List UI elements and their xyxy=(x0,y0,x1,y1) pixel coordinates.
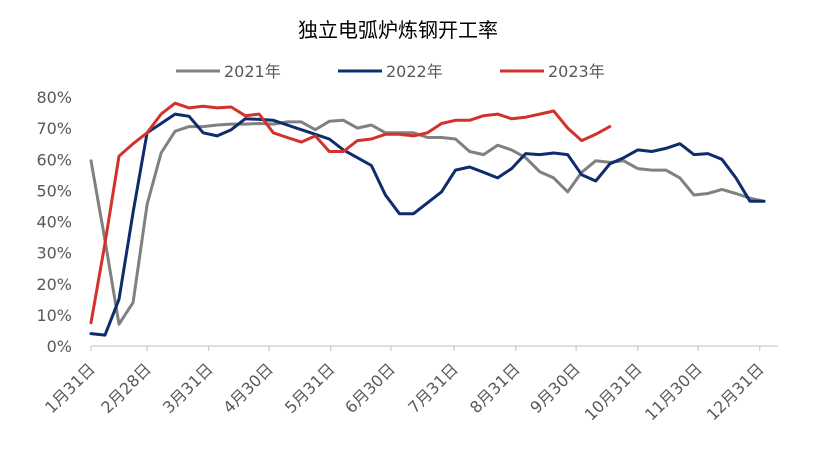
x-tick-label: 7月31日 xyxy=(404,359,462,417)
y-tick-label: 50% xyxy=(36,181,72,200)
y-tick-label: 40% xyxy=(36,213,72,232)
chart-title: 独立电弧炉炼钢开工率 xyxy=(298,18,498,42)
legend-label: 2023年 xyxy=(548,62,605,81)
series-lines xyxy=(89,101,766,337)
x-tick-label: 5月31日 xyxy=(281,359,339,417)
y-axis: 0% 10% 20% 30% 40% 50% 60% 70% 80% xyxy=(36,88,72,356)
legend: 2021年 2022年 2023年 xyxy=(176,62,605,81)
x-tick-label: 8月31日 xyxy=(466,359,524,417)
y-tick-label: 80% xyxy=(36,88,72,107)
x-tick-label: 3月31日 xyxy=(159,359,217,417)
x-tick-label: 12月31日 xyxy=(703,359,768,424)
x-tick-label: 4月30日 xyxy=(219,359,277,417)
series-line-1 xyxy=(89,118,766,326)
y-tick-label: 70% xyxy=(36,119,72,138)
x-tick-label: 11月30日 xyxy=(641,359,706,424)
x-tick-label: 10月31日 xyxy=(581,359,646,424)
legend-label: 2022年 xyxy=(386,62,443,81)
x-tick-label: 2月28日 xyxy=(97,359,155,417)
x-tick-label: 1月31日 xyxy=(41,359,99,417)
series-line-2 xyxy=(89,112,766,337)
legend-label: 2021年 xyxy=(224,62,281,81)
x-tick-label: 9月30日 xyxy=(526,359,584,417)
series-line-3 xyxy=(89,101,612,325)
y-tick-label: 0% xyxy=(47,337,72,356)
y-tick-label: 10% xyxy=(36,306,72,325)
y-tick-label: 60% xyxy=(36,150,72,169)
y-tick-label: 30% xyxy=(36,244,72,263)
y-tick-label: 20% xyxy=(36,275,72,294)
x-tick-label: 6月30日 xyxy=(341,359,399,417)
